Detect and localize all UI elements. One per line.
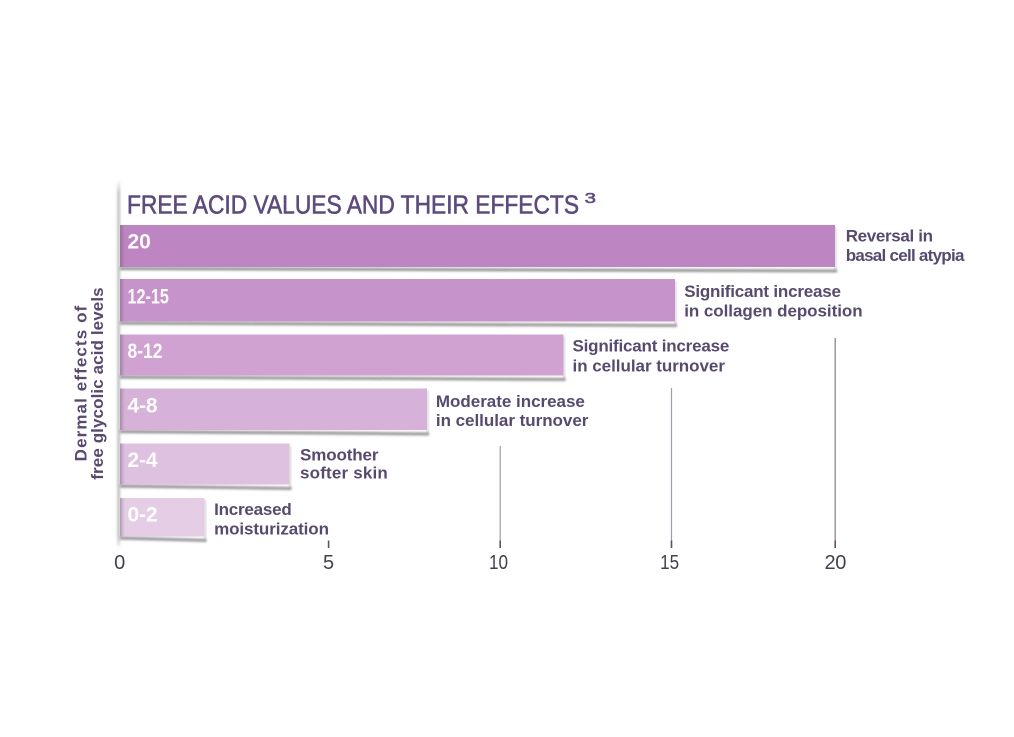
svg-text:8-12: 8-12 <box>128 340 163 363</box>
svg-text:Dermal effects of: Dermal effects of <box>72 305 91 462</box>
svg-text:Significant increase: Significant increase <box>573 336 730 355</box>
svg-text:Significant increase: Significant increase <box>684 282 841 301</box>
svg-text:Smoother: Smoother <box>300 445 379 464</box>
svg-text:4-8: 4-8 <box>128 394 158 417</box>
svg-text:basal cell atypia: basal cell atypia <box>846 246 965 265</box>
svg-text:3: 3 <box>585 191 597 207</box>
svg-text:0: 0 <box>114 552 125 574</box>
svg-text:in collagen deposition: in collagen deposition <box>684 302 862 321</box>
svg-text:Increased: Increased <box>214 500 291 519</box>
svg-text:in cellular turnover: in cellular turnover <box>436 411 589 430</box>
svg-text:Moderate increase: Moderate increase <box>436 392 585 411</box>
svg-text:0-2: 0-2 <box>128 503 158 526</box>
svg-text:20: 20 <box>128 231 151 254</box>
svg-text:FREE ACID VALUES AND THEIR EFF: FREE ACID VALUES AND THEIR EFFECTS <box>127 191 579 219</box>
svg-text:2-4: 2-4 <box>128 449 158 472</box>
svg-text:moisturization: moisturization <box>214 519 329 538</box>
svg-text:15: 15 <box>660 552 679 574</box>
svg-text:in cellular turnover: in cellular turnover <box>573 356 726 375</box>
svg-text:softer skin: softer skin <box>300 463 388 482</box>
svg-text:20: 20 <box>824 552 846 574</box>
svg-text:5: 5 <box>323 552 334 574</box>
svg-text:12-15: 12-15 <box>128 286 170 309</box>
svg-text:10: 10 <box>489 552 508 574</box>
svg-text:free glycolic acid levels: free glycolic acid levels <box>88 287 107 479</box>
svg-text:Reversal in: Reversal in <box>846 227 933 246</box>
